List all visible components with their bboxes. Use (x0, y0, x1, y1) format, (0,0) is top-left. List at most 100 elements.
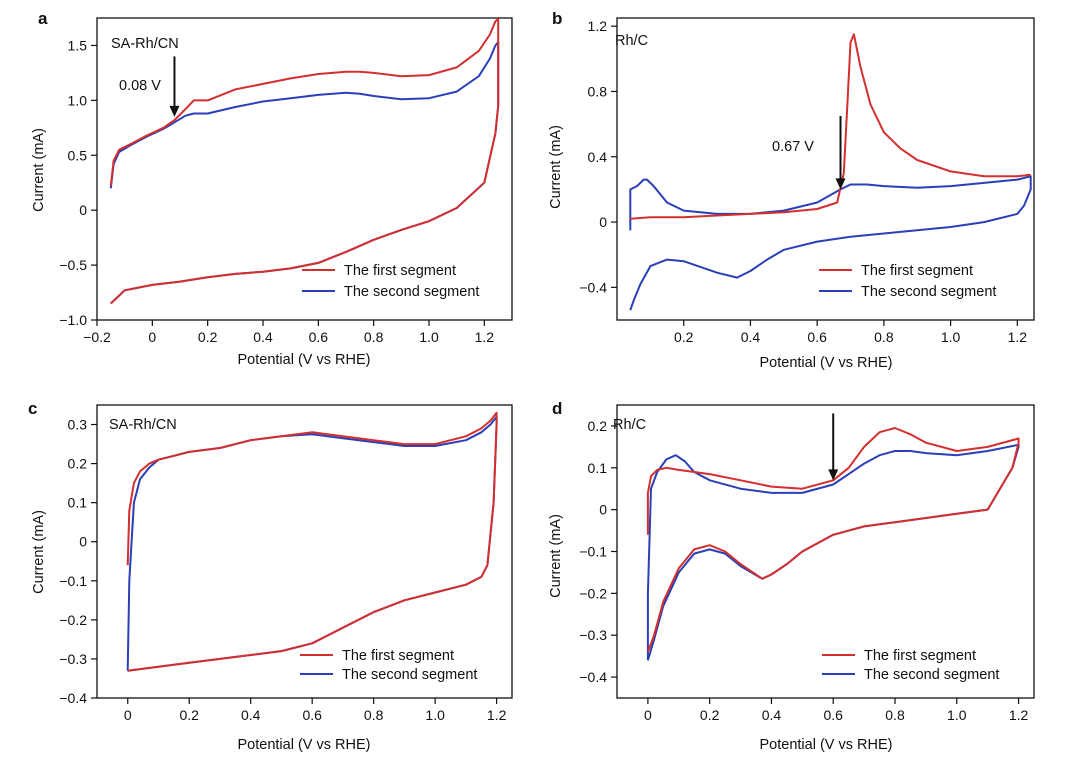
chart-title: SA-Rh/CN (109, 417, 177, 433)
y-tick-label: 0.1 (68, 495, 88, 511)
legend-label-first-segment: The first segment (861, 263, 973, 279)
x-tick-label: −0.2 (83, 329, 111, 345)
legend-label-second-segment: The second segment (861, 284, 996, 300)
y-tick-label: −0.3 (579, 627, 607, 643)
plot-frame (616, 17, 1035, 321)
panel-label: d (552, 399, 562, 418)
annotation-arrow-head (835, 178, 846, 190)
panel-label: c (28, 399, 37, 418)
chart-title: Rh/C (613, 417, 646, 433)
y-tick-label: 1.0 (68, 92, 88, 108)
x-tick-label: 0.2 (700, 707, 720, 723)
y-tick-label: 0 (599, 502, 607, 518)
x-tick-label: 1.0 (425, 707, 445, 723)
y-tick-label: −0.1 (59, 573, 87, 589)
x-tick-label: 1.2 (487, 707, 507, 723)
panel-label: b (552, 9, 562, 28)
y-tick-label: −0.4 (579, 669, 607, 685)
x-tick-label: 0.4 (253, 329, 273, 345)
y-tick-label: 0.4 (588, 149, 608, 165)
x-tick-label: 0.6 (302, 707, 322, 723)
y-tick-label: 0 (79, 202, 87, 218)
annotation-arrow-head (828, 469, 839, 481)
y-tick-label: −1.0 (59, 312, 87, 328)
legend-label-second-segment: The second segment (864, 667, 999, 683)
y-tick-label: 1.5 (68, 37, 88, 53)
x-tick-label: 0 (644, 707, 652, 723)
x-tick-label: 0 (148, 329, 156, 345)
x-axis-label: Potential (V vs RHE) (760, 355, 893, 371)
legend: The first segment The second segment (302, 263, 479, 300)
y-axis-label: Current (mA) (31, 510, 47, 594)
x-tick-label: 0.2 (179, 707, 199, 723)
x-tick-label: 0.4 (241, 707, 261, 723)
annotation-arrow-head (169, 105, 180, 117)
y-tick-label: 0 (599, 214, 607, 230)
y-tick-label: −0.1 (579, 544, 607, 560)
chart-title: SA-Rh/CN (111, 36, 179, 52)
x-tick-label: 0.6 (807, 329, 827, 345)
annotation-label: 0.67 V (772, 139, 814, 155)
legend-label-first-segment: The first segment (344, 263, 456, 279)
x-tick-label: 0.8 (885, 707, 905, 723)
panel-a: a −0.2 0 0.2 0.4 0.6 0.8 1.0 1.2 −1.0 −0.5 0 0.5 1.0… (31, 9, 513, 368)
y-tick-label: 0.5 (68, 147, 88, 163)
x-tick-label: 1.0 (947, 707, 967, 723)
x-tick-label: 0.2 (198, 329, 218, 345)
series-line-first-segment (646, 427, 1020, 653)
legend-label-second-segment: The second segment (342, 667, 477, 683)
y-tick-label: −0.4 (59, 690, 87, 706)
y-axis-label: Current (mA) (548, 514, 564, 598)
y-tick-label: 0.2 (588, 418, 608, 434)
y-tick-label: −0.4 (579, 279, 607, 295)
x-tick-label: 1.0 (419, 329, 439, 345)
x-tick-label: 0.2 (674, 329, 694, 345)
y-tick-label: 0.2 (68, 456, 88, 472)
x-axis-label: Potential (V vs RHE) (238, 737, 371, 753)
panel-c: c 0 0.2 0.4 0.6 0.8 1.0 1.2 −0.4 −0.3 −0.2 −0.1 0 0.… (28, 399, 513, 753)
x-tick-label: 1.2 (1009, 707, 1029, 723)
y-axis-label: Current (mA) (548, 125, 564, 209)
panel-b: b 0.2 0.4 0.6 0.8 1.0 1.2−0.400.40.81.2 Rh/C … (548, 9, 1035, 371)
series-line-second-segment (646, 443, 1020, 661)
x-tick-label: 0 (124, 707, 132, 723)
x-tick-label: 0.8 (874, 329, 894, 345)
plot-frame (96, 17, 513, 321)
series-line-second-segment (629, 175, 1032, 311)
legend: The first segment The second segment (300, 648, 477, 683)
x-tick-label: 0.4 (762, 707, 782, 723)
legend-label-first-segment: The first segment (864, 648, 976, 664)
x-tick-label: 0.6 (309, 329, 329, 345)
x-tick-label: 0.8 (364, 329, 384, 345)
x-tick-label: 1.2 (475, 329, 495, 345)
series-line-first-segment (630, 33, 1031, 220)
y-tick-label: 0.8 (588, 83, 608, 99)
x-tick-label: 0.8 (364, 707, 384, 723)
legend-label-second-segment: The second segment (344, 284, 479, 300)
x-axis-label: Potential (V vs RHE) (760, 737, 893, 753)
y-tick-label: 1.2 (588, 18, 608, 34)
y-tick-label: −0.3 (59, 651, 87, 667)
x-tick-label: 0.4 (741, 329, 761, 345)
legend-label-first-segment: The first segment (342, 648, 454, 664)
chart-title: Rh/C (615, 33, 648, 49)
annotation-label: 0.08 V (119, 78, 161, 94)
legend: The first segment The second segment (819, 263, 996, 300)
y-axis-label: Current (mA) (31, 128, 47, 212)
series-line-second-segment (126, 415, 498, 672)
x-tick-label: 0.6 (823, 707, 843, 723)
y-tick-label: 0.1 (588, 460, 608, 476)
x-tick-label: 1.0 (941, 329, 961, 345)
y-tick-label: 0.3 (68, 417, 88, 433)
x-tick-label: 1.2 (1008, 329, 1028, 345)
y-tick-label: 0 (79, 534, 87, 550)
y-tick-label: −0.2 (59, 612, 87, 628)
panel-d: d 0 0.2 0.4 0.6 0.8 1.0 1.2 −0.4 −0.3 −0.2 −0.1 0 0.… (548, 399, 1035, 753)
y-tick-label: −0.2 (579, 585, 607, 601)
plot-frame (96, 404, 513, 699)
y-tick-label: −0.5 (59, 257, 87, 273)
panel-label: a (38, 9, 48, 28)
x-axis-label: Potential (V vs RHE) (238, 352, 371, 368)
legend: The first segment The second segment (822, 648, 999, 683)
